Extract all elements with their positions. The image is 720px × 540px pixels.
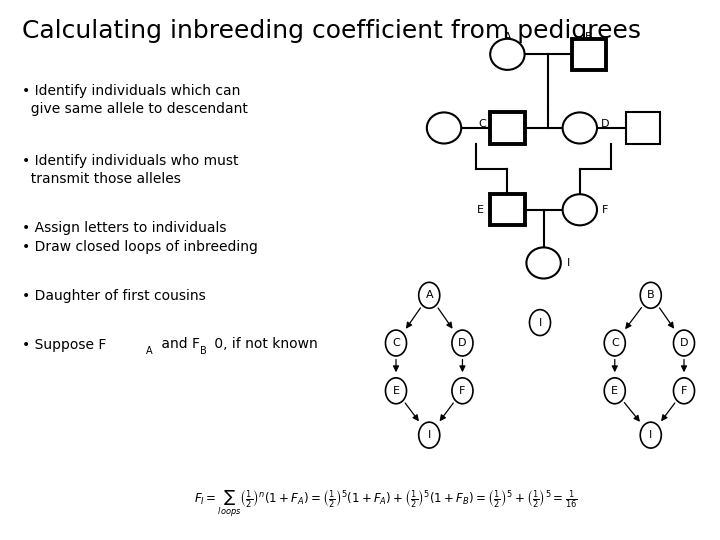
Bar: [490, 194, 525, 225]
Circle shape: [604, 378, 625, 404]
Text: I: I: [428, 430, 431, 440]
Text: I: I: [649, 430, 652, 440]
Text: C: C: [392, 338, 400, 348]
Circle shape: [604, 330, 625, 356]
Text: D: D: [458, 338, 467, 348]
Circle shape: [490, 39, 525, 70]
Text: • Identify individuals who must
  transmit those alleles: • Identify individuals who must transmit…: [22, 154, 238, 186]
Text: D: D: [680, 338, 688, 348]
Circle shape: [385, 330, 407, 356]
Text: E: E: [392, 386, 400, 396]
Text: B: B: [585, 32, 593, 42]
Bar: [572, 39, 606, 70]
Circle shape: [673, 330, 695, 356]
Circle shape: [562, 112, 597, 144]
Text: 0, if not known: 0, if not known: [210, 338, 318, 352]
Text: D: D: [600, 119, 609, 129]
Circle shape: [640, 422, 661, 448]
Text: • Assign letters to individuals
• Draw closed loops of inbreeding: • Assign letters to individuals • Draw c…: [22, 221, 258, 254]
Text: C: C: [611, 338, 618, 348]
Text: I: I: [567, 258, 570, 268]
Circle shape: [526, 247, 561, 279]
Circle shape: [427, 112, 462, 144]
Text: • Identify individuals which can
  give same allele to descendant: • Identify individuals which can give sa…: [22, 84, 248, 116]
Circle shape: [673, 378, 695, 404]
Text: • Daughter of first cousins: • Daughter of first cousins: [22, 289, 205, 303]
Circle shape: [452, 378, 473, 404]
Circle shape: [385, 378, 407, 404]
Text: A: A: [146, 346, 153, 356]
Bar: [626, 112, 660, 144]
Circle shape: [562, 194, 597, 225]
Circle shape: [529, 309, 551, 335]
Text: • Suppose F: • Suppose F: [22, 338, 106, 352]
Text: I: I: [539, 318, 541, 328]
Circle shape: [452, 330, 473, 356]
Circle shape: [419, 282, 440, 308]
Text: F: F: [681, 386, 687, 396]
Text: B: B: [200, 346, 207, 356]
Bar: [490, 112, 525, 144]
Text: E: E: [611, 386, 618, 396]
Circle shape: [640, 282, 661, 308]
Text: A: A: [426, 291, 433, 300]
Text: and F: and F: [157, 338, 200, 352]
Text: C: C: [479, 119, 487, 129]
Text: F: F: [459, 386, 466, 396]
Text: E: E: [477, 205, 484, 215]
Circle shape: [419, 422, 440, 448]
Text: Calculating inbreeding coefficient from pedigrees: Calculating inbreeding coefficient from …: [22, 19, 641, 43]
Text: A: A: [503, 32, 511, 42]
Text: $F_I = \sum_{loops}\left(\frac{1}{2}\right)^n(1+F_A) = \left(\frac{1}{2}\right)^: $F_I = \sum_{loops}\left(\frac{1}{2}\rig…: [194, 489, 578, 519]
Text: F: F: [601, 205, 608, 215]
Text: B: B: [647, 291, 654, 300]
